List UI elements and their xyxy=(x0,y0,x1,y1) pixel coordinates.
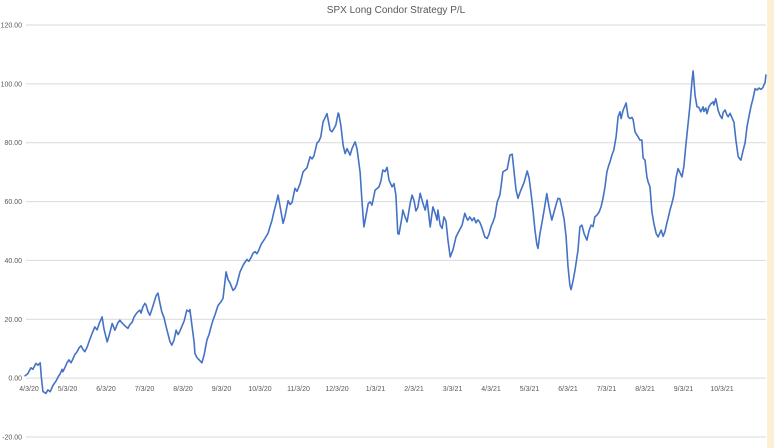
x-axis-tick-label: 8/3/21 xyxy=(635,386,655,393)
y-axis-tick-label: 0.00 xyxy=(8,376,22,383)
x-axis-tick-label: 6/3/20 xyxy=(96,386,116,393)
x-axis-tick-label: 9/3/20 xyxy=(212,386,232,393)
y-axis-tick-label: 120.00 xyxy=(1,23,23,30)
x-axis-tick-label: 8/3/20 xyxy=(173,386,193,393)
x-axis-tick-label: 6/3/21 xyxy=(558,386,578,393)
worksheet-column-fill-band xyxy=(767,0,774,448)
x-axis-tick-label: 12/3/20 xyxy=(325,386,348,393)
x-axis-tick-label: 5/3/21 xyxy=(520,386,540,393)
x-axis-tick-label: 7/3/20 xyxy=(135,386,155,393)
y-axis-tick-label: 80.00 xyxy=(4,140,22,147)
x-axis-tick-label: 9/3/21 xyxy=(674,386,694,393)
y-axis-tick-label: -20.00 xyxy=(2,435,22,442)
x-axis-tick-label: 2/3/21 xyxy=(404,386,424,393)
x-axis-tick-label: 1/3/21 xyxy=(366,386,386,393)
x-axis-tick-label: 10/3/21 xyxy=(710,386,733,393)
x-axis-tick-label: 5/3/20 xyxy=(58,386,78,393)
x-axis-tick-label: 11/3/20 xyxy=(287,386,310,393)
x-axis-tick-label: 4/3/21 xyxy=(481,386,501,393)
y-axis-tick-label: 60.00 xyxy=(4,199,22,206)
x-axis-tick-label: 4/3/20 xyxy=(19,386,39,393)
x-axis-tick-label: 3/3/21 xyxy=(443,386,463,393)
y-axis-tick-label: 100.00 xyxy=(1,81,23,88)
chart-title: SPX Long Condor Strategy P/L xyxy=(326,5,466,16)
y-axis-tick-label: 20.00 xyxy=(4,317,22,324)
pl-line-series xyxy=(24,70,767,395)
x-axis-tick-label: 7/3/21 xyxy=(597,386,617,393)
x-axis-tick-label: 10/3/20 xyxy=(248,386,271,393)
y-axis-tick-label: 40.00 xyxy=(4,258,22,265)
